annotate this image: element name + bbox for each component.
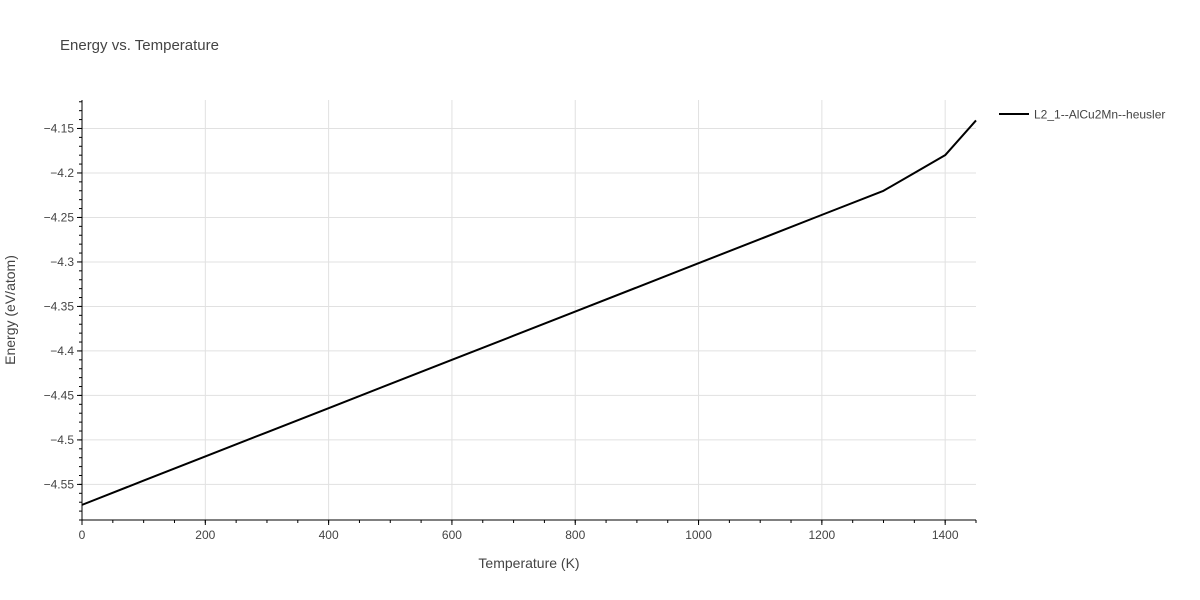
- y-axis-title: Energy (eV/atom): [2, 255, 18, 365]
- x-tick-label: 400: [319, 528, 339, 542]
- y-tick-label: −4.25: [44, 210, 75, 224]
- x-tick-label: 200: [195, 528, 215, 542]
- legend: L2_1--AlCu2Mn--heusler: [999, 108, 1165, 122]
- y-tick-label: −4.2: [50, 166, 74, 180]
- x-tick-label: 0: [79, 528, 86, 542]
- y-tick-label: −4.35: [44, 299, 75, 313]
- y-tick-label: −4.5: [50, 433, 74, 447]
- y-tick-label: −4.15: [44, 121, 75, 135]
- legend-label: L2_1--AlCu2Mn--heusler: [1034, 108, 1165, 122]
- y-tick-label: −4.55: [44, 477, 75, 491]
- y-tick-label: −4.4: [50, 344, 74, 358]
- series-line: [81, 119, 977, 506]
- series-layer: [81, 119, 977, 506]
- x-tick-label: 1400: [932, 528, 959, 542]
- x-axis-title: Temperature (K): [478, 555, 579, 571]
- grid: [82, 100, 976, 520]
- x-tick-label: 600: [442, 528, 462, 542]
- x-tick-label: 800: [565, 528, 585, 542]
- x-tick-label: 1000: [685, 528, 712, 542]
- y-tick-label: −4.45: [44, 388, 75, 402]
- x-tick-label: 1200: [809, 528, 836, 542]
- axes: 0 200 400 600 800 1000 1200 1400 −4.55 −4.5 −4.45 −…: [44, 100, 977, 542]
- chart-title: Energy vs. Temperature: [60, 37, 219, 54]
- y-tick-label: −4.3: [50, 255, 74, 269]
